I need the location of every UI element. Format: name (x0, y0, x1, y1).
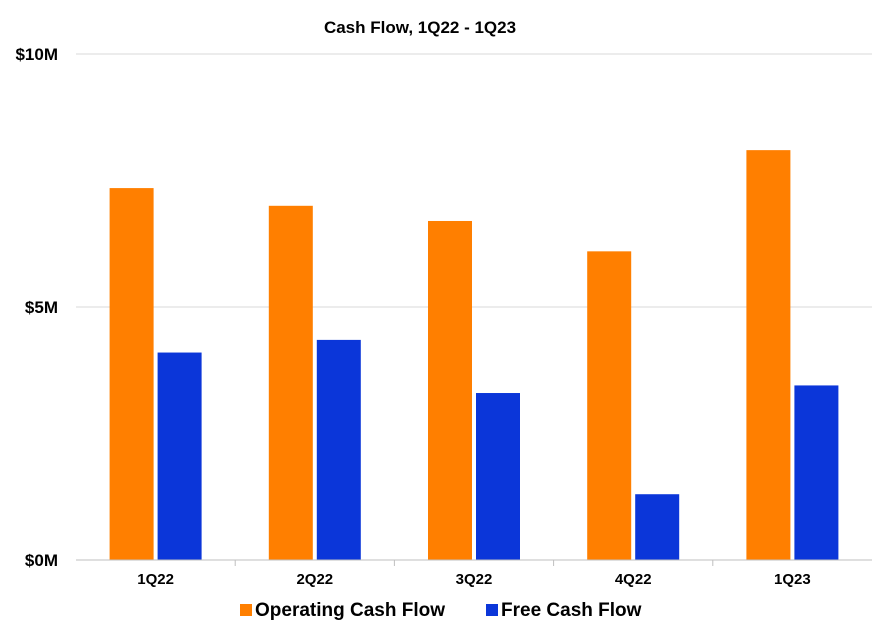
legend-swatch (486, 604, 498, 616)
legend: Operating Cash Flow Free Cash Flow (240, 600, 642, 621)
x-tick-label: 2Q22 (296, 571, 333, 588)
y-tick-label: $5M (25, 298, 58, 317)
bar-free-cash-flow (157, 352, 202, 560)
x-tick-label: 4Q22 (615, 571, 652, 588)
legend-label: Free Cash Flow (501, 600, 642, 621)
bar-free-cash-flow (316, 339, 361, 560)
x-tick-label: 1Q22 (137, 571, 174, 588)
bar-free-cash-flow (476, 393, 520, 560)
bar-operating-cash-flow (746, 150, 791, 560)
bar-operating-cash-flow (109, 188, 154, 560)
x-tick-label: 3Q22 (456, 571, 493, 588)
legend-label: Operating Cash Flow (255, 600, 445, 621)
y-tick-label: $10M (15, 45, 58, 64)
bars (109, 150, 839, 561)
x-axis: 1Q22 2Q22 3Q22 4Q22 1Q23 (76, 559, 872, 588)
bar-operating-cash-flow (428, 220, 472, 561)
x-tick-label: 1Q23 (774, 571, 811, 588)
y-axis: $0M $5M $10M (15, 45, 58, 570)
bar-operating-cash-flow (268, 205, 313, 561)
bar-operating-cash-flow (587, 251, 632, 560)
y-tick-label: $0M (25, 551, 58, 570)
gridlines (76, 53, 872, 308)
legend-swatch (240, 604, 252, 616)
bar-free-cash-flow (635, 494, 680, 560)
bar-free-cash-flow (794, 385, 839, 560)
chart-title: Cash Flow, 1Q22 - 1Q23 (324, 18, 516, 37)
